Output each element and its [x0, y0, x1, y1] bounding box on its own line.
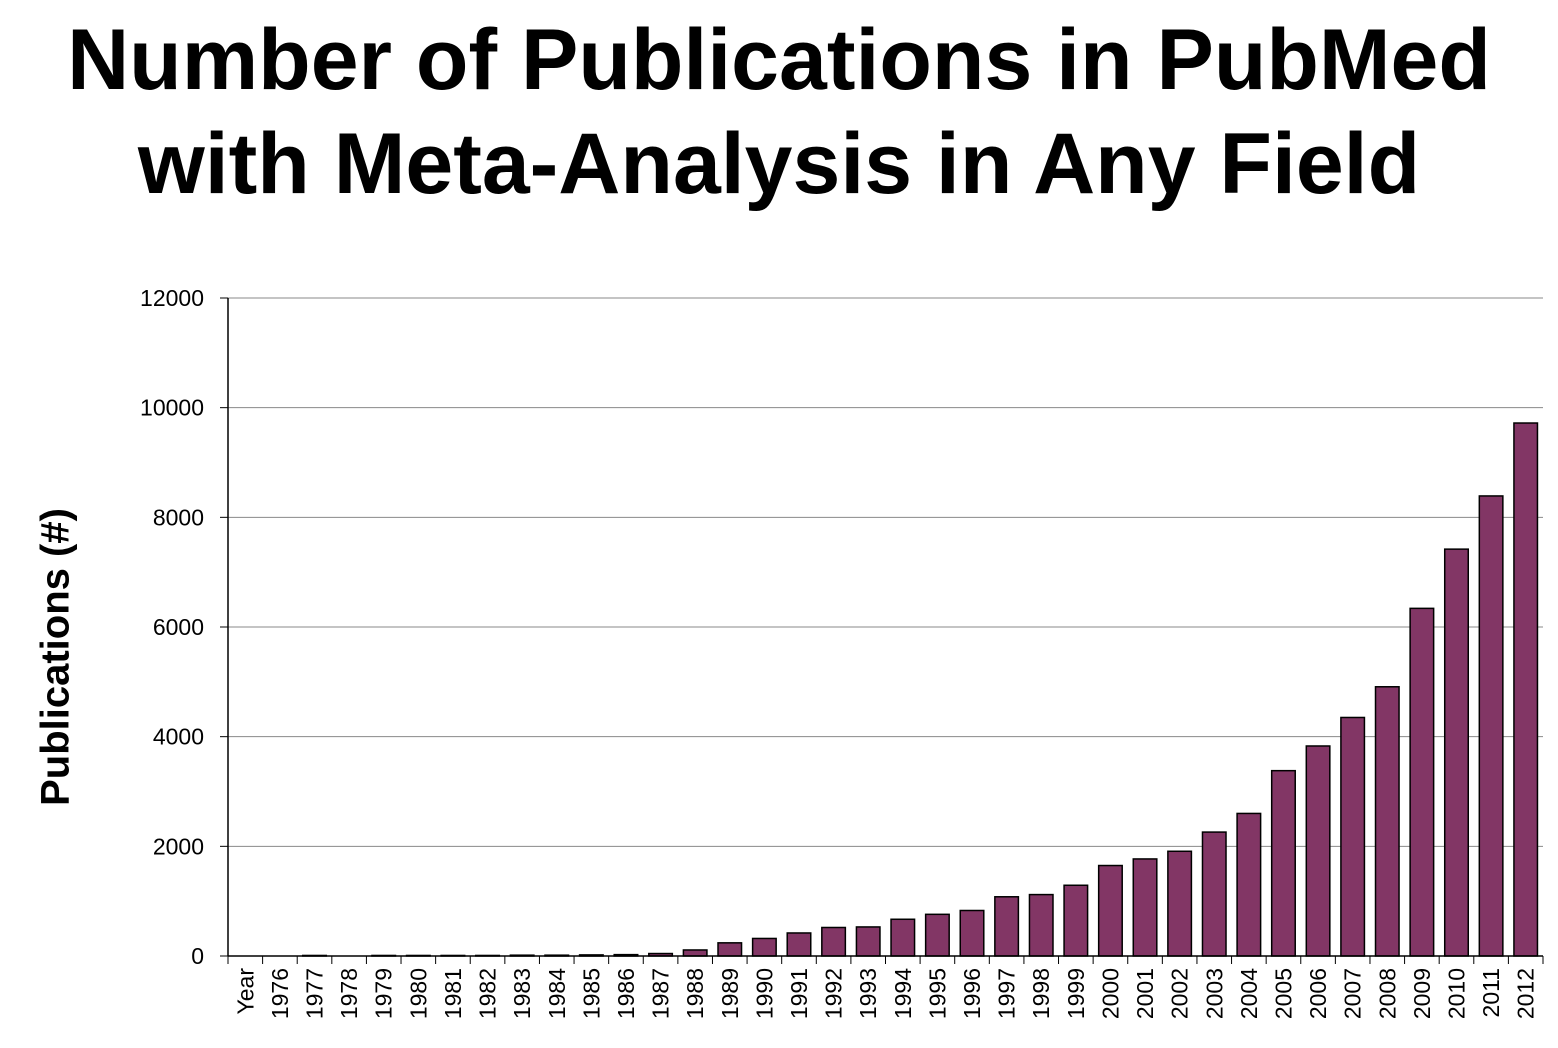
bar-1991 — [786, 932, 812, 957]
x-tick-label-1985: 1985 — [578, 968, 604, 1019]
x-tick-label-1988: 1988 — [682, 968, 708, 1019]
x-tick-label-1997: 1997 — [994, 968, 1020, 1019]
y-tick-label-10000: 10000 — [140, 395, 204, 421]
x-tick-label-1989: 1989 — [717, 968, 743, 1019]
x-tick-label-1977: 1977 — [302, 968, 328, 1019]
y-tick-label-4000: 4000 — [153, 724, 204, 750]
bars — [301, 422, 1539, 957]
bar-2007 — [1340, 716, 1366, 957]
bar-2012 — [1513, 422, 1539, 957]
x-tick-label-1986: 1986 — [613, 968, 639, 1019]
y-tick-label-12000: 12000 — [140, 285, 204, 311]
chart-title-line-1: Number of Publications in PubMed — [67, 12, 1491, 108]
x-tick-label-2006: 2006 — [1305, 968, 1331, 1019]
x-tick-label-1984: 1984 — [544, 968, 570, 1019]
bar-2001 — [1132, 858, 1158, 957]
x-tick-label-1983: 1983 — [509, 968, 535, 1019]
x-tick-label-1993: 1993 — [855, 968, 881, 1019]
x-tick-label-1999: 1999 — [1063, 968, 1089, 1019]
y-tick-labels: 0 2000 4000 6000 8000 10000 12000 — [140, 285, 204, 969]
x-tick-label-1990: 1990 — [751, 968, 777, 1019]
bar-1990 — [751, 937, 777, 957]
bar-2011 — [1478, 495, 1504, 957]
x-tick-label-2002: 2002 — [1167, 968, 1193, 1019]
bar-1999 — [1063, 884, 1089, 957]
bar-1994 — [890, 918, 916, 957]
bar-2002 — [1167, 850, 1193, 957]
gridlines — [228, 297, 1543, 847]
bar-2005 — [1270, 769, 1296, 957]
x-tick-label-2004: 2004 — [1236, 968, 1262, 1019]
bar-1995 — [924, 913, 950, 957]
bar-1997 — [994, 896, 1020, 957]
bar-1992 — [821, 926, 847, 957]
bar-1988 — [682, 949, 708, 957]
x-tick-label-1991: 1991 — [786, 968, 812, 1019]
x-tick-label-1976: 1976 — [267, 968, 293, 1019]
bar-2004 — [1236, 812, 1262, 957]
x-tick-label-1987: 1987 — [648, 968, 674, 1019]
bar-2008 — [1374, 686, 1400, 957]
x-tick-label-2003: 2003 — [1201, 968, 1227, 1019]
x-tick-label-2012: 2012 — [1513, 968, 1539, 1019]
x-tick-label-1981: 1981 — [440, 968, 466, 1019]
chart-title-line-2: with Meta-Analysis in Any Field — [137, 116, 1421, 212]
bar-1998 — [1028, 893, 1054, 957]
x-tick-labels: Year 1976 1977 1978 1979 1980 1981 1982 1983 1984… — [232, 968, 1538, 1020]
x-tick-label-2007: 2007 — [1340, 968, 1366, 1019]
x-tick-label-1995: 1995 — [924, 968, 950, 1019]
x-tick-label-2001: 2001 — [1132, 968, 1158, 1019]
x-tick-label-1979: 1979 — [371, 968, 397, 1019]
y-tick-label-2000: 2000 — [153, 833, 204, 859]
bar-2009 — [1409, 607, 1435, 957]
x-tick-label-1978: 1978 — [336, 968, 362, 1019]
bar-1989 — [717, 942, 743, 957]
x-tick-label-2010: 2010 — [1443, 968, 1469, 1019]
y-tick-label-0: 0 — [191, 943, 204, 969]
bar-2006 — [1305, 745, 1331, 957]
x-tick-label-Year: Year — [232, 968, 258, 1015]
bar-1996 — [959, 909, 985, 957]
x-tick-label-1992: 1992 — [821, 968, 847, 1019]
y-tick-label-8000: 8000 — [153, 504, 204, 530]
x-tick-label-1996: 1996 — [959, 968, 985, 1019]
x-tick-label-2011: 2011 — [1478, 968, 1504, 1017]
x-tick-label-1994: 1994 — [890, 968, 916, 1019]
x-tick-label-2009: 2009 — [1409, 968, 1435, 1019]
x-tick-label-2008: 2008 — [1374, 968, 1400, 1019]
bar-1993 — [855, 926, 881, 957]
x-tick-label-1998: 1998 — [1028, 968, 1054, 1019]
x-tick-label-1980: 1980 — [405, 968, 431, 1019]
x-tick-label-2005: 2005 — [1270, 968, 1296, 1019]
axes — [220, 297, 1544, 964]
x-tick-label-2000: 2000 — [1097, 968, 1123, 1019]
bar-2003 — [1201, 831, 1227, 957]
bar-2000 — [1097, 864, 1123, 957]
x-tick-label-1982: 1982 — [475, 968, 501, 1019]
chart-title: Number of Publications in PubMed with Me… — [0, 8, 1558, 216]
y-tick-label-6000: 6000 — [153, 614, 204, 640]
bar-2010 — [1443, 548, 1470, 957]
